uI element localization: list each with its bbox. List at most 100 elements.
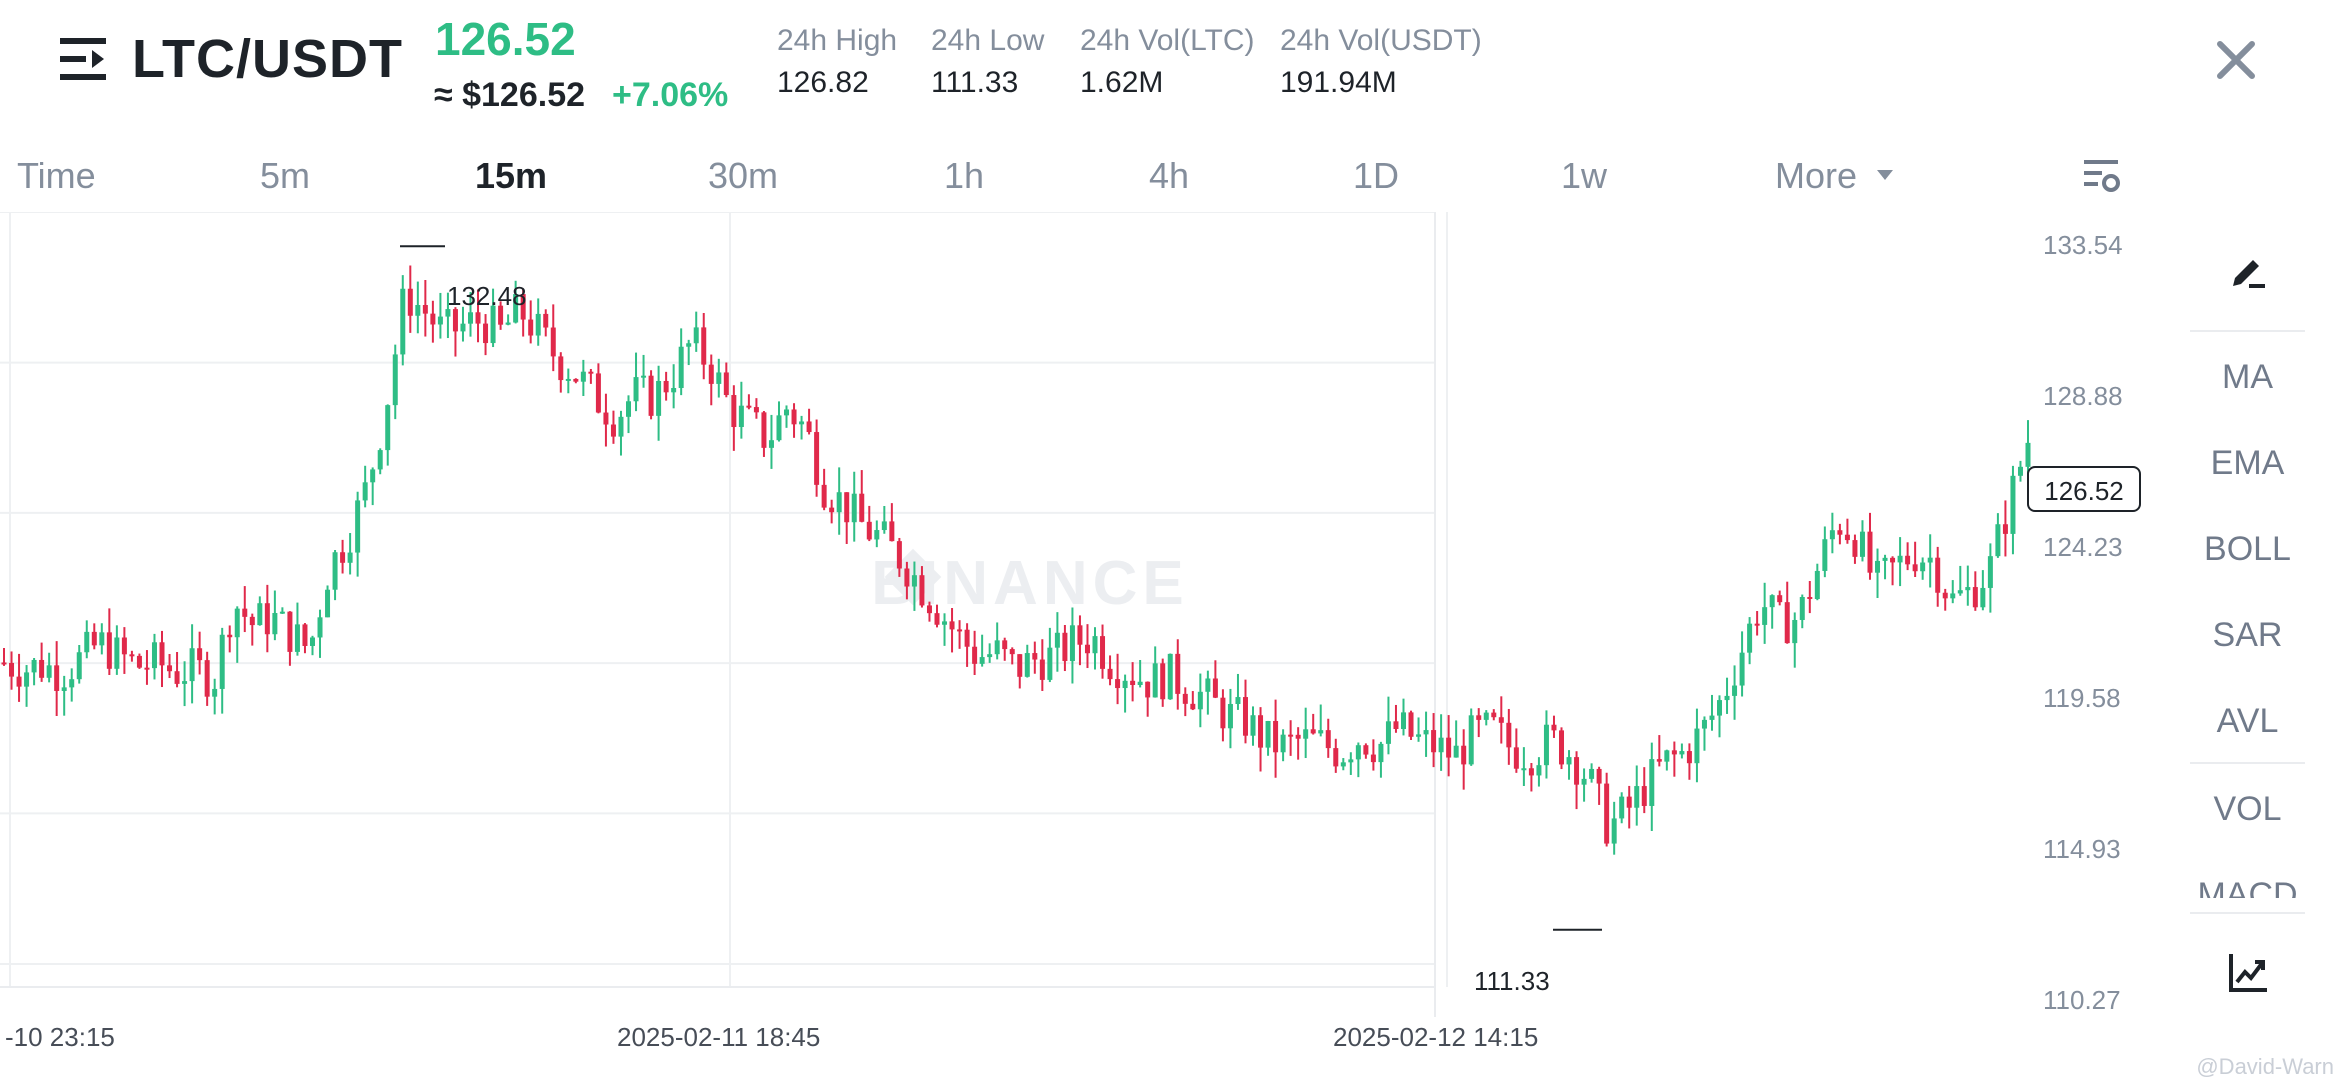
tab-1w[interactable]: 1w [1561, 155, 1608, 196]
indicator-avl[interactable]: AVL [2216, 702, 2279, 740]
candle-down [197, 648, 203, 661]
tab-5m[interactable]: 5m [260, 155, 311, 196]
candle-down [204, 660, 210, 697]
chart-settings-icon[interactable] [2082, 156, 2122, 196]
candle-down [1807, 597, 1813, 600]
candle-up [979, 657, 985, 664]
y-tick-110-27: 110.27 [2043, 985, 2121, 1015]
toolbar-divider [2190, 762, 2305, 764]
indicator-ma[interactable]: MA [2222, 358, 2273, 396]
candle-down [1062, 632, 1068, 662]
candle-down [1190, 703, 1196, 710]
candle-up [911, 575, 917, 587]
candle-up [535, 313, 541, 336]
candle-down [106, 632, 112, 669]
indicator-ema[interactable]: EMA [2210, 444, 2285, 482]
candle-down [821, 484, 827, 508]
candle-up [1167, 653, 1173, 700]
candle-up [309, 637, 315, 646]
indicator-sar[interactable]: SAR [2212, 616, 2283, 654]
candle-down [1017, 654, 1023, 677]
indicator-macd[interactable]: MACD [2197, 876, 2298, 898]
stat-24h-vol-ltc-value: 1.62M [1080, 66, 1164, 99]
tab-more[interactable]: More [1775, 155, 1895, 197]
candle-down [588, 371, 594, 374]
candle-up [61, 687, 67, 691]
candle-down [1905, 555, 1911, 565]
y-tick-124-23: 124.23 [2043, 532, 2123, 562]
candle-up [355, 500, 361, 553]
candle-down [528, 319, 534, 336]
candle-down [121, 637, 127, 655]
tab-1d[interactable]: 1D [1353, 155, 1400, 196]
candle-down [904, 568, 910, 587]
low-marker-label: 111.33 [1474, 966, 1550, 996]
candle-up [332, 552, 338, 590]
candle-up [1438, 737, 1444, 753]
candle-down [1461, 745, 1467, 765]
tab-15m[interactable]: 15m [475, 155, 548, 196]
candle-up [1995, 524, 2001, 557]
candle-down [1446, 737, 1452, 758]
candle-down [39, 659, 45, 678]
candle-up [182, 681, 188, 684]
candle-up [1739, 652, 1745, 686]
candle-down [1431, 730, 1437, 753]
tab-4h[interactable]: 4h [1149, 155, 1190, 196]
candle-down [859, 493, 865, 522]
marks [400, 245, 1602, 931]
candle-down [663, 380, 669, 393]
candle-down [949, 621, 955, 630]
candle-up [1521, 768, 1527, 771]
y-tick-133-54: 133.54 [2043, 230, 2123, 260]
candle-down [648, 375, 654, 416]
candle-up [1769, 595, 1775, 608]
candle-down [573, 378, 579, 382]
candle-up [385, 405, 391, 451]
candle-up [1732, 685, 1738, 696]
candle-down [791, 409, 797, 425]
toolbar-divider [2190, 330, 2305, 332]
close-icon[interactable] [2212, 36, 2260, 84]
candle-up [686, 343, 692, 347]
tab-more-label: More [1775, 155, 1858, 196]
tab-1h[interactable]: 1h [944, 155, 985, 196]
candle-down [144, 667, 150, 670]
candle-down [174, 671, 180, 684]
candle-down [16, 676, 22, 687]
indicator-boll[interactable]: BOLL [2204, 530, 2291, 568]
candle-up [1965, 587, 1971, 591]
chart-type-icon[interactable] [2227, 950, 2271, 994]
candle-up [1589, 768, 1595, 779]
candle-down [1032, 653, 1038, 660]
candle-down [1242, 697, 1248, 736]
draw-pencil-icon[interactable] [2227, 250, 2269, 292]
candle-down [498, 305, 504, 325]
pair-title[interactable]: LTC/USDT [132, 29, 403, 89]
candle-up [1265, 720, 1271, 748]
candle-down [761, 412, 767, 448]
candle-up [1483, 712, 1489, 720]
candle-down [814, 432, 820, 485]
candle-up [505, 322, 511, 325]
candle-down [1408, 712, 1414, 737]
candle-up [212, 688, 218, 697]
candle-down [972, 646, 978, 664]
candle-up [942, 621, 948, 625]
candle-down [1656, 759, 1662, 762]
candle-up [257, 603, 263, 626]
tab-time[interactable]: Time [17, 155, 96, 196]
tab-30m[interactable]: 30m [708, 155, 779, 196]
candle-up [1957, 590, 1963, 594]
menu-icon[interactable] [58, 34, 110, 84]
candle-up [234, 608, 240, 638]
indicator-vol[interactable]: VOL [2213, 790, 2282, 828]
candle-up [1814, 570, 1820, 600]
candle-down [1626, 796, 1632, 808]
candle-down [167, 665, 173, 672]
candle-up [1024, 653, 1030, 677]
candle-up [1897, 555, 1903, 563]
candlestick-chart[interactable]: BINANCE [0, 212, 2145, 1017]
candle-down [1641, 786, 1647, 806]
candle-up [799, 421, 805, 425]
